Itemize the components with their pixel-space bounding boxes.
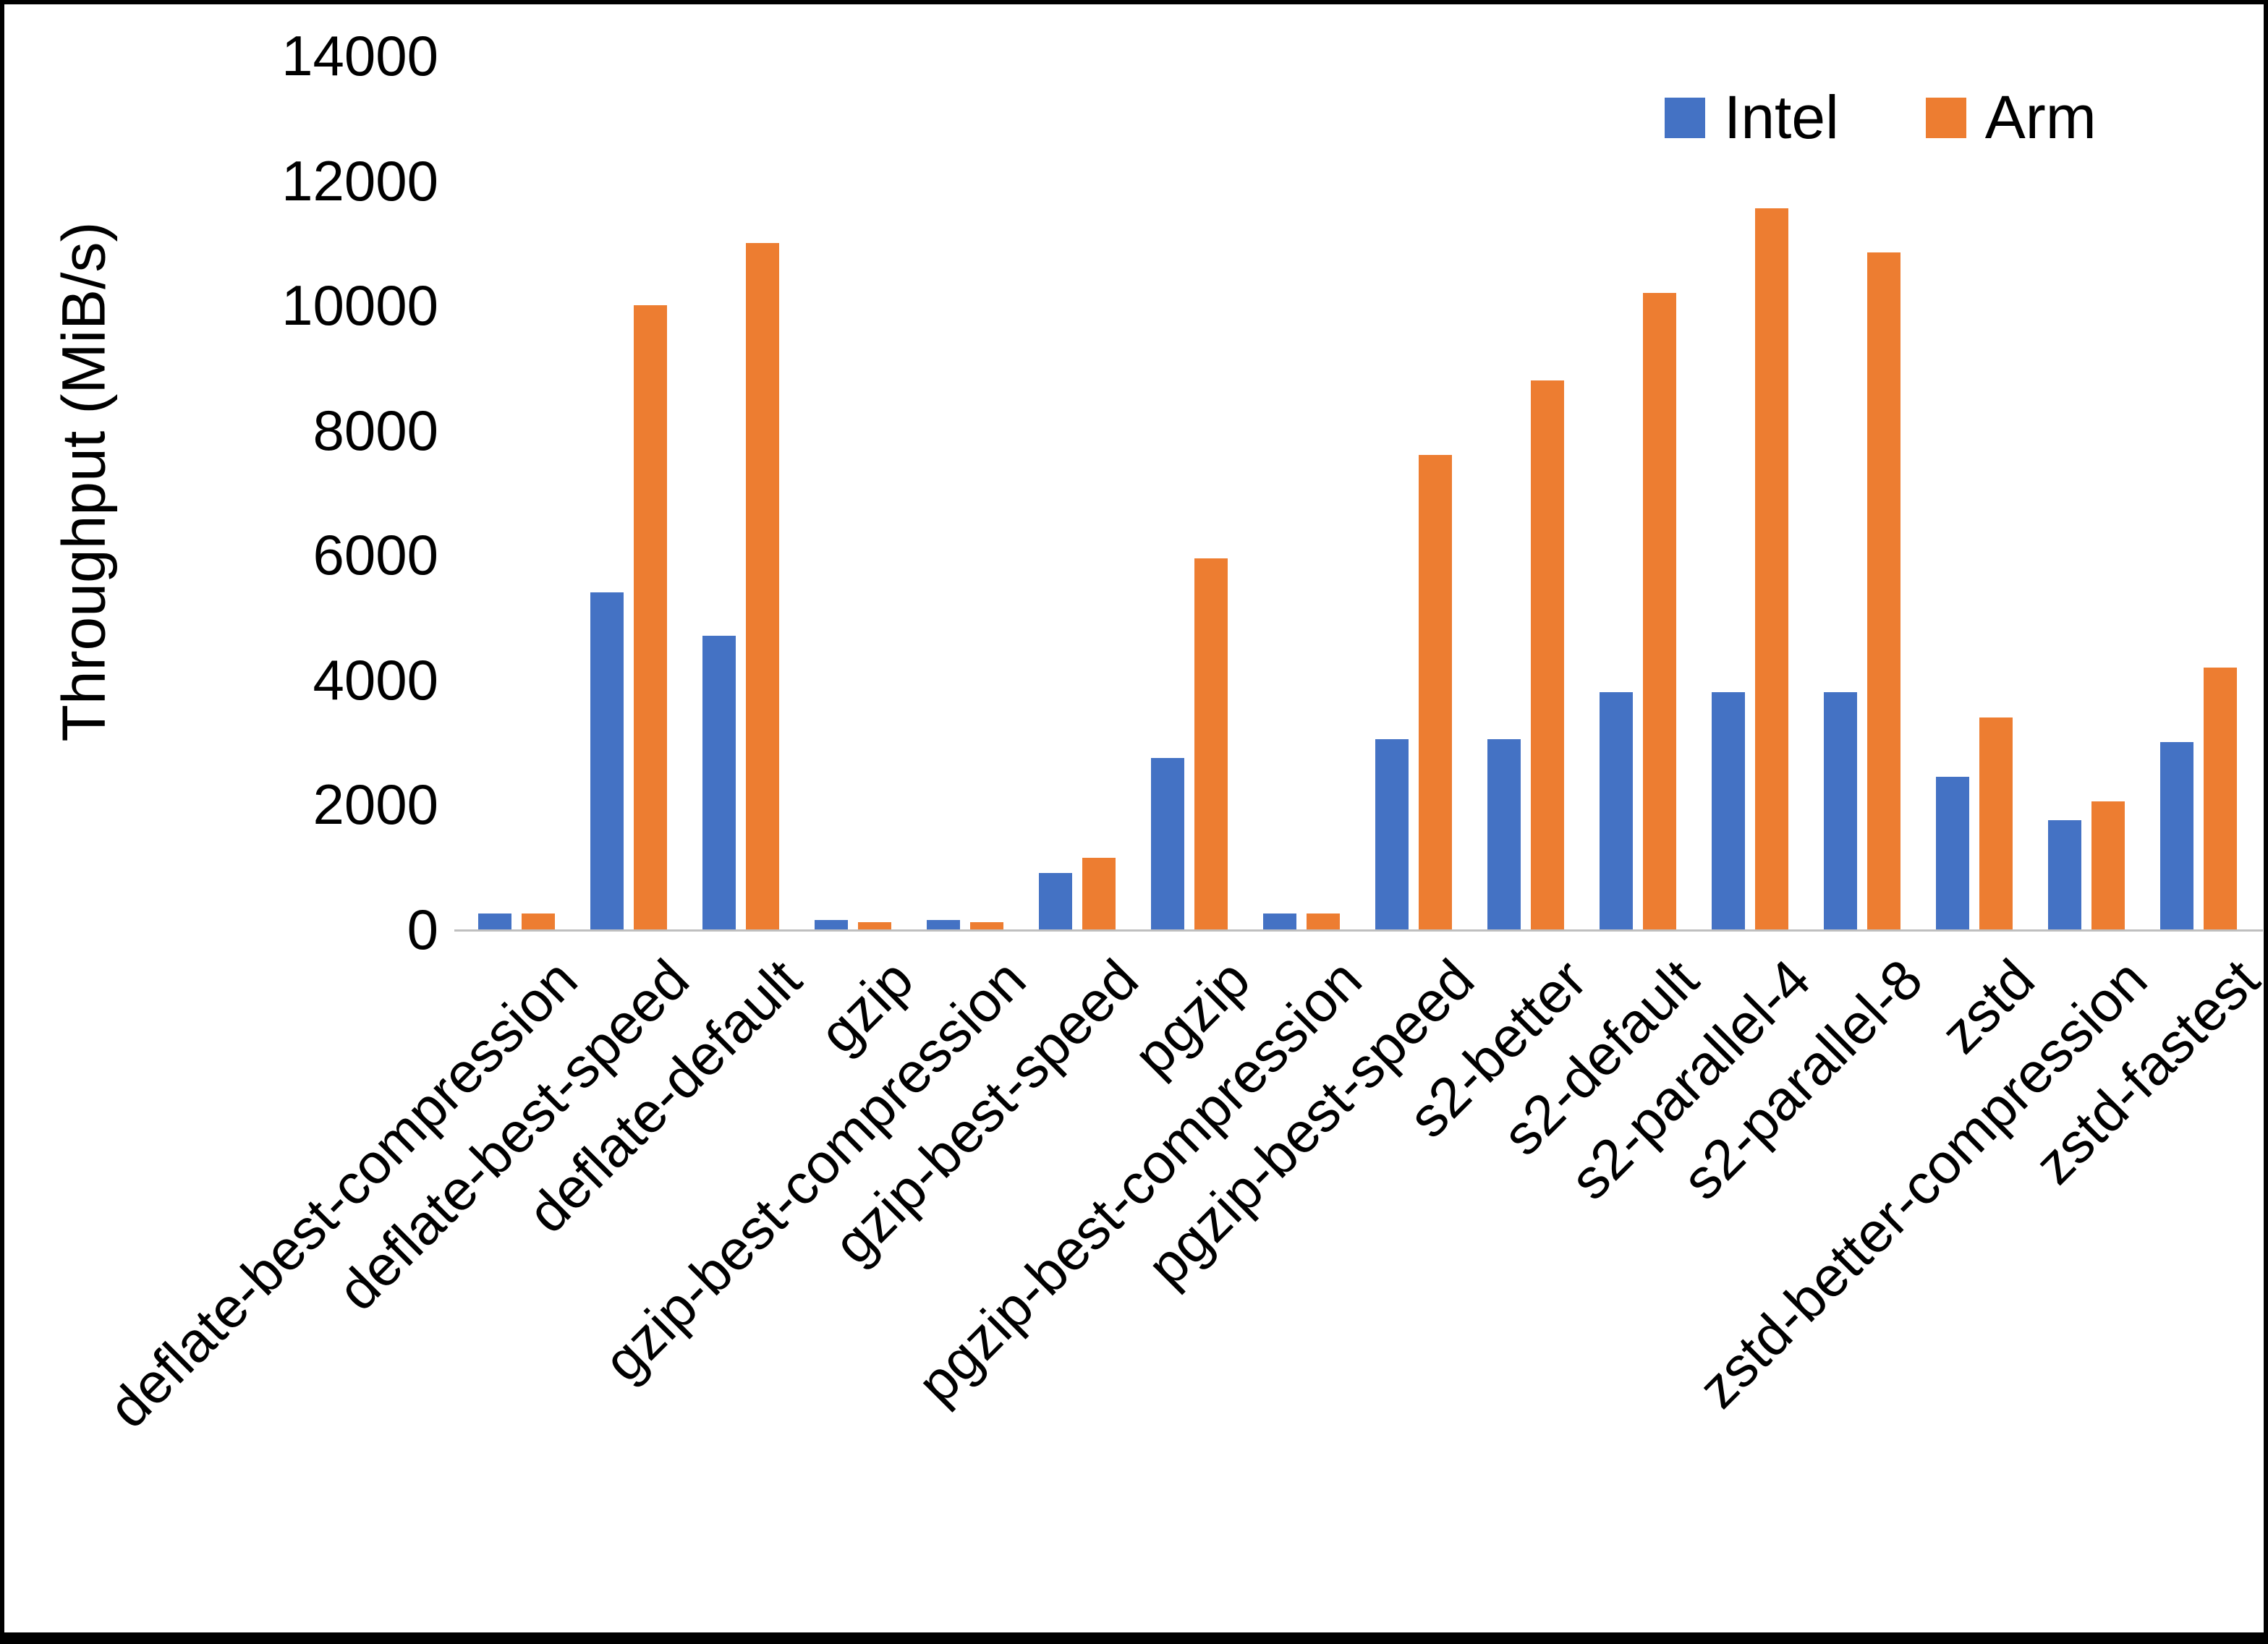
- bar-intel-zstd: [1935, 777, 1969, 929]
- bar-intel-gzip: [814, 920, 848, 929]
- bar-arm-zstd-fastest: [2203, 668, 2237, 929]
- y-tick-label: 6000: [313, 523, 438, 587]
- legend-item-intel: Intel: [1665, 82, 1839, 153]
- legend-label-arm: Arm: [1984, 83, 2097, 151]
- legend-label-intel: Intel: [1724, 83, 1839, 151]
- bar-intel-pgzip-best-compression: [1262, 913, 1296, 929]
- bar-arm-pgzip-best-compression: [1306, 913, 1340, 929]
- bar-intel-gzip-best-compression: [926, 920, 960, 929]
- y-tick-label: 2000: [313, 772, 438, 837]
- y-tick-label: 8000: [313, 398, 438, 462]
- y-tick-label: 0: [407, 898, 438, 961]
- bar-arm-pgzip-best-speed: [1418, 455, 1452, 929]
- bar-intel-pgzip: [1150, 758, 1184, 929]
- bar-intel-deflate-default: [702, 636, 736, 929]
- bar-intel-deflate-best-speed: [590, 592, 624, 929]
- bar-intel-pgzip-best-speed: [1375, 739, 1409, 929]
- bar-arm-deflate-default: [745, 243, 779, 929]
- y-tick-label: 14000: [281, 24, 438, 88]
- legend: Intel Arm: [1665, 82, 2097, 153]
- bar-arm-zstd-better-compression: [2091, 801, 2125, 929]
- bar-intel-gzip-best-speed: [1038, 873, 1072, 929]
- bar-arm-deflate-best-compression: [521, 913, 555, 929]
- legend-item-arm: Arm: [1925, 82, 2097, 153]
- bar-intel-zstd-better-compression: [2047, 820, 2081, 929]
- bar-arm-s2-parallel-8: [1866, 252, 1900, 929]
- bar-arm-s2-parallel-4: [1754, 208, 1788, 929]
- bar-intel-s2-default: [1599, 692, 1633, 929]
- bar-arm-s2-better: [1530, 380, 1564, 929]
- bar-arm-s2-default: [1642, 293, 1676, 929]
- arm-series-swatch-icon: [1925, 97, 1966, 138]
- intel-series-swatch-icon: [1665, 97, 1705, 138]
- y-tick-label: 4000: [313, 647, 438, 712]
- bar-intel-s2-better: [1487, 739, 1521, 929]
- bar-intel-s2-parallel-8: [1823, 692, 1857, 929]
- plot-area: [4, 4, 2264, 1632]
- bar-arm-gzip-best-speed: [1082, 858, 1116, 929]
- bar-intel-deflate-best-compression: [477, 913, 511, 929]
- x-axis-line: [454, 929, 2263, 932]
- bar-chart: Throughput (MiB/s) 0 2000 4000 6000 8000 1000…: [4, 4, 2264, 1632]
- bar-arm-gzip-best-compression: [969, 922, 1003, 929]
- bar-arm-pgzip: [1194, 558, 1228, 929]
- y-tick-label: 12000: [281, 148, 438, 213]
- y-tick-label: 10000: [281, 273, 438, 338]
- bar-arm-gzip: [857, 922, 891, 929]
- bar-arm-zstd: [1979, 717, 2013, 929]
- bar-intel-zstd-fastest: [2159, 742, 2193, 929]
- bar-intel-s2-parallel-4: [1711, 692, 1745, 929]
- bar-arm-deflate-best-speed: [633, 305, 667, 929]
